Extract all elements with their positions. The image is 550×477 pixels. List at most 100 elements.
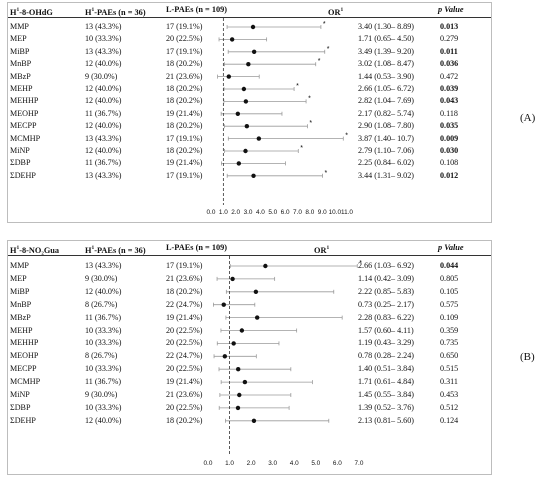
forest-plot-b: * bbox=[212, 256, 362, 456]
significance-star: * bbox=[308, 95, 311, 102]
significance-star: * bbox=[359, 260, 362, 267]
row-pvalue: 0.012 bbox=[440, 170, 459, 180]
row-name: MEHP bbox=[10, 325, 33, 335]
row-pvalue: 0.311 bbox=[440, 377, 458, 387]
row-h-group: 10 (33.3%) bbox=[85, 364, 122, 374]
row-pvalue: 0.036 bbox=[440, 59, 459, 69]
row-h-group: 10 (33.3%) bbox=[85, 34, 122, 44]
header-l-group: L-PAEs (n = 109) bbox=[166, 5, 228, 14]
row-or-ci: 2.28 (0.83– 6.22) bbox=[358, 312, 414, 322]
row-l-group: 18 (20.2%) bbox=[166, 415, 203, 425]
or-point bbox=[251, 418, 257, 423]
row-pvalue: 0.359 bbox=[440, 325, 459, 335]
row-name: MECPP bbox=[10, 121, 37, 131]
or-point bbox=[237, 392, 242, 398]
row-or-ci: 0.78 (0.28– 2.24) bbox=[358, 351, 414, 361]
significance-star: * bbox=[345, 133, 348, 140]
or-point bbox=[235, 405, 241, 411]
header-pvalue: p Value bbox=[438, 243, 464, 252]
tick-label: 2.0 bbox=[231, 209, 241, 216]
row-pvalue: 0.805 bbox=[440, 273, 459, 283]
row-l-group: 21 (23.6%) bbox=[166, 273, 203, 283]
tick-label: 1.0 bbox=[218, 209, 228, 216]
tick-label: 6.0 bbox=[332, 460, 342, 467]
tick-label: 3.0 bbox=[243, 209, 253, 216]
row-l-group: 22 (24.7%) bbox=[166, 351, 203, 361]
or-point bbox=[221, 302, 226, 307]
row-name: MEHP bbox=[10, 84, 33, 93]
row-h-group: 13 (43.3%) bbox=[85, 261, 122, 270]
row-name: MECPP bbox=[10, 364, 37, 374]
row-name: ΣDEHP bbox=[10, 170, 36, 180]
row-or-ci: 1.44 (0.53– 3.90) bbox=[358, 71, 414, 81]
row-pvalue: 0.035 bbox=[440, 121, 459, 131]
or-point bbox=[251, 173, 256, 178]
row-or-ci: 2.66 (1.03– 6.92) bbox=[358, 261, 414, 270]
or-point bbox=[243, 148, 248, 154]
row-name: MEOHP bbox=[10, 351, 39, 361]
row-h-group: 13 (43.3%) bbox=[85, 46, 122, 56]
tick-label: 6.0 bbox=[280, 209, 290, 216]
row-or-ci: 1.71 (0.61– 4.84) bbox=[358, 377, 414, 387]
row-l-group: 20 (22.5%) bbox=[166, 364, 203, 374]
row-l-group: 18 (20.2%) bbox=[166, 84, 203, 93]
row-h-group: 8 (26.7%) bbox=[85, 351, 118, 361]
row-l-group: 19 (21.4%) bbox=[166, 377, 203, 387]
row-pvalue: 0.124 bbox=[440, 415, 459, 425]
or-point bbox=[231, 341, 236, 346]
tick-label: 4.0 bbox=[289, 460, 299, 467]
row-pvalue: 0.453 bbox=[440, 390, 459, 399]
row-or-ci: 0.73 (0.25– 2.17) bbox=[358, 299, 414, 309]
row-h-group: 12 (40.0%) bbox=[85, 84, 122, 93]
header-pvalue: p Value bbox=[438, 5, 464, 14]
tick-label: 0.0 bbox=[206, 209, 216, 216]
row-l-group: 20 (22.5%) bbox=[166, 34, 203, 44]
row-name: MEP bbox=[10, 273, 27, 283]
or-point bbox=[256, 136, 262, 141]
row-h-group: 11 (36.7%) bbox=[85, 108, 122, 118]
forest-plot-a: * * * * * * * * * bbox=[217, 18, 348, 205]
row-h-group: 10 (33.3%) bbox=[85, 402, 122, 412]
row-or-ci: 2.66 (1.05– 6.72) bbox=[358, 84, 414, 93]
row-name: MBzP bbox=[10, 71, 31, 81]
significance-star: * bbox=[327, 46, 330, 53]
row-l-group: 17 (19.1%) bbox=[166, 133, 203, 143]
table-header: H1-8-OHdG H1-PAEs (n = 36) L-PAEs (n = 1… bbox=[8, 3, 491, 18]
row-l-group: 17 (19.1%) bbox=[166, 22, 203, 31]
row-l-group: 21 (23.6%) bbox=[166, 390, 203, 399]
significance-star: * bbox=[309, 120, 312, 127]
row-name: MMP bbox=[10, 261, 29, 270]
or-point bbox=[222, 354, 228, 359]
row-pvalue: 0.512 bbox=[440, 402, 459, 412]
row-l-group: 17 (19.1%) bbox=[166, 170, 203, 180]
row-name: MnBP bbox=[10, 59, 32, 69]
row-pvalue: 0.650 bbox=[440, 351, 459, 361]
row-h-group: 10 (33.3%) bbox=[85, 338, 122, 348]
row-name: MiBP bbox=[10, 286, 30, 296]
row-l-group: 20 (22.5%) bbox=[166, 325, 203, 335]
row-or-ci: 1.39 (0.52– 3.76) bbox=[358, 402, 414, 412]
row-or-ci: 2.22 (0.85– 5.83) bbox=[358, 286, 414, 296]
significance-star: * bbox=[323, 21, 326, 28]
row-or-ci: 1.71 (0.65– 4.50) bbox=[358, 34, 414, 44]
row-h-group: 12 (40.0%) bbox=[85, 415, 122, 425]
row-l-group: 21 (23.6%) bbox=[166, 71, 203, 81]
row-l-group: 19 (21.4%) bbox=[166, 312, 203, 322]
header-h-group: H1-PAEs (n = 36) bbox=[85, 7, 146, 17]
tick-label: 10.0 bbox=[328, 209, 342, 216]
or-point bbox=[250, 24, 256, 30]
row-h-group: 11 (36.7%) bbox=[85, 312, 122, 322]
or-point bbox=[236, 367, 241, 372]
row-l-group: 19 (21.4%) bbox=[166, 158, 203, 168]
row-name: ΣDEHP bbox=[10, 415, 36, 425]
row-pvalue: 0.044 bbox=[440, 261, 459, 270]
tick-label: 0.0 bbox=[203, 460, 213, 467]
row-or-ci: 2.13 (0.81– 5.60) bbox=[358, 415, 414, 425]
row-or-ci: 1.14 (0.42– 3.09) bbox=[358, 273, 414, 283]
tick-label: 2.0 bbox=[246, 460, 256, 467]
row-name: MBzP bbox=[10, 312, 31, 322]
header-h-group: H1-PAEs (n = 36) bbox=[85, 245, 146, 255]
row-l-group: 22 (24.7%) bbox=[166, 299, 203, 309]
row-pvalue: 0.109 bbox=[440, 312, 459, 322]
row-h-group: 9 (30.0%) bbox=[85, 273, 118, 283]
